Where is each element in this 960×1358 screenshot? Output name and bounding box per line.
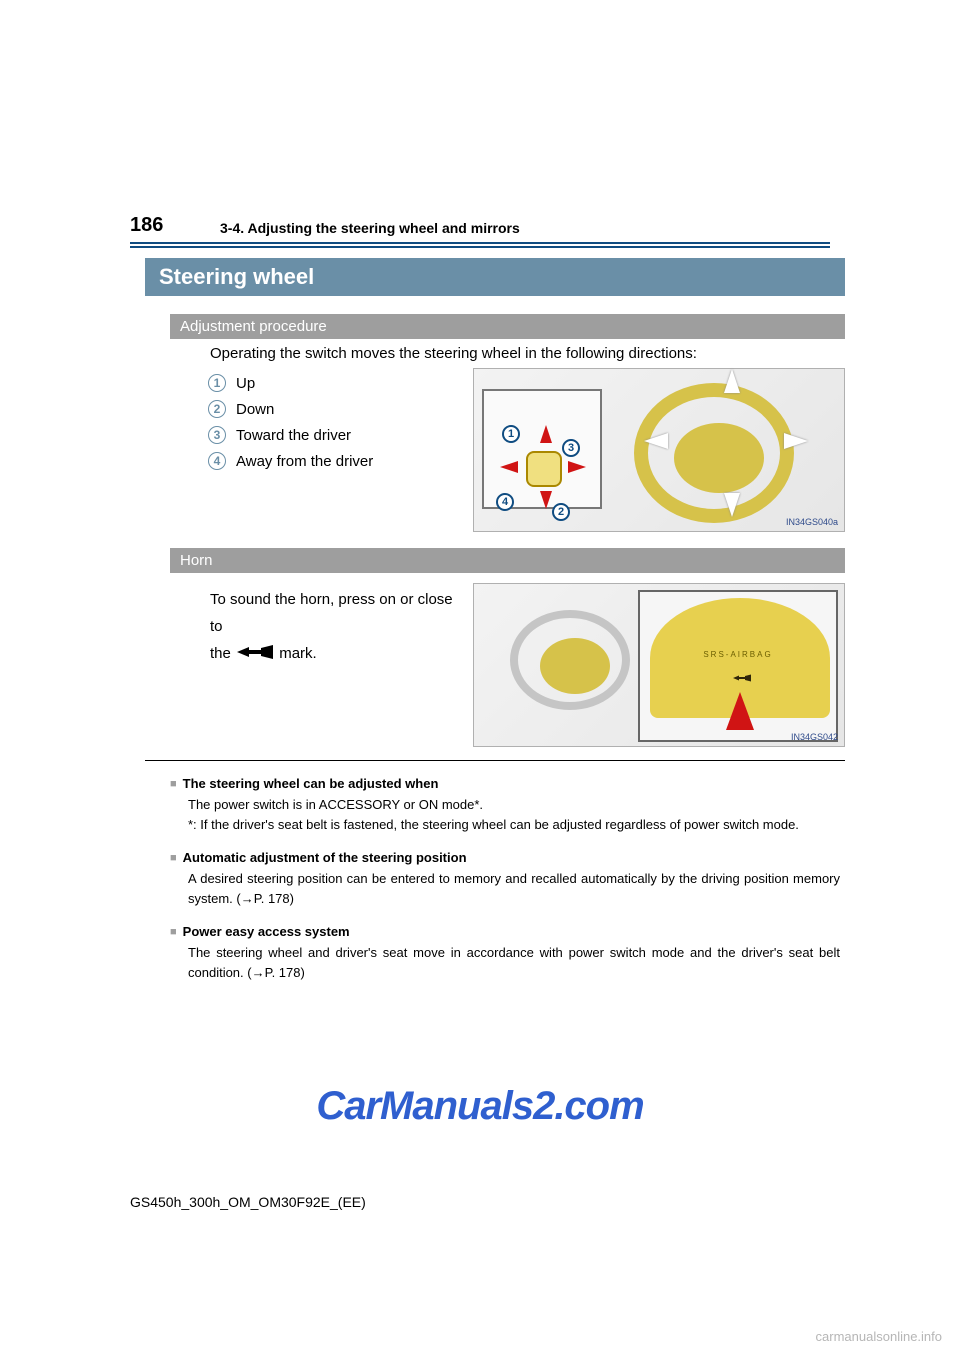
wheel-hub-icon <box>674 423 764 493</box>
arrow-up-icon <box>540 425 552 443</box>
subheading-adjustment: Adjustment procedure <box>170 314 845 339</box>
callout-number-icon: 4 <box>496 493 514 511</box>
airbag-label: SRS-AIRBAG <box>640 650 836 659</box>
arrow-down-icon <box>540 491 552 509</box>
subheading-horn: Horn <box>170 548 845 573</box>
page-header: 186 3-4. Adjusting the steering wheel an… <box>130 218 830 242</box>
diagram-horn: SRS-AIRBAG IN34GS042 <box>473 583 845 747</box>
note-body: The power switch is in ACCESSORY or ON m… <box>170 795 840 834</box>
step-label: Toward the driver <box>236 427 351 444</box>
list-item: 4 Away from the driver <box>208 448 373 474</box>
steering-wheel-graphic <box>624 373 834 529</box>
step-label: Away from the driver <box>236 453 373 470</box>
step-number-icon: 4 <box>208 452 226 470</box>
note-heading: Power easy access system <box>170 924 840 939</box>
header-rule-top <box>130 242 830 244</box>
note-body: The steering wheel and driver's seat mov… <box>170 943 840 982</box>
diagram-zoom-inset: SRS-AIRBAG <box>638 590 838 742</box>
note-heading: The steering wheel can be adjusted when <box>170 776 840 791</box>
diagram-switch-inset: 1 2 3 4 <box>482 389 602 509</box>
callout-number-icon: 1 <box>502 425 520 443</box>
callout-number-icon: 3 <box>562 439 580 457</box>
motion-arrow-icon <box>784 433 808 449</box>
horn-mark-icon <box>732 670 752 686</box>
page-number: 186 <box>130 214 163 237</box>
step-label: Down <box>236 401 274 418</box>
step-number-icon: 2 <box>208 400 226 418</box>
watermark: CarManuals2.com <box>0 1084 960 1129</box>
note-footnote: *: If the driver's seat belt is fastened… <box>188 817 799 832</box>
step-number-icon: 3 <box>208 426 226 444</box>
press-arrow-icon <box>726 692 754 730</box>
list-item: 2 Down <box>208 396 373 422</box>
section-title: 3-4. Adjusting the steering wheel and mi… <box>220 220 520 236</box>
header-rule-bottom <box>130 246 830 248</box>
diagram-steering-adjust: 1 2 3 4 IN34GS040a <box>473 368 845 532</box>
motion-arrow-icon <box>724 369 740 393</box>
separator-rule <box>145 760 845 761</box>
adjustment-list: 1 Up 2 Down 3 Toward the driver 4 Away f… <box>208 370 373 474</box>
horn-text: To sound the horn, press on or close to … <box>210 586 460 669</box>
horn-line1: To sound the horn, press on or close to <box>210 586 460 640</box>
callout-number-icon: 2 <box>552 503 570 521</box>
note-body-text: The power switch is in ACCESSORY or ON m… <box>188 797 483 812</box>
horn-line2a: the <box>210 645 231 662</box>
note-body: A desired steering position can be enter… <box>170 869 840 908</box>
page: 186 3-4. Adjusting the steering wheel an… <box>0 0 960 1358</box>
motion-arrow-icon <box>724 493 740 517</box>
horn-mark-icon <box>235 642 275 669</box>
list-item: 1 Up <box>208 370 373 396</box>
list-item: 3 Toward the driver <box>208 422 373 448</box>
arrow-left-icon <box>500 461 518 473</box>
notes-section: The steering wheel can be adjusted when … <box>170 776 840 998</box>
horn-line2: the mark. <box>210 640 460 669</box>
note-item: The steering wheel can be adjusted when … <box>170 776 840 834</box>
wheel-hub-icon <box>540 638 610 694</box>
step-label: Up <box>236 375 255 392</box>
adjustment-intro: Operating the switch moves the steering … <box>210 345 697 362</box>
note-heading: Automatic adjustment of the steering pos… <box>170 850 840 865</box>
note-item: Automatic adjustment of the steering pos… <box>170 850 840 908</box>
document-code: GS450h_300h_OM_OM30F92E_(EE) <box>130 1194 366 1210</box>
note-item: Power easy access system The steering wh… <box>170 924 840 982</box>
step-number-icon: 1 <box>208 374 226 392</box>
site-credit: carmanualsonline.info <box>816 1329 942 1344</box>
diagram-id: IN34GS040a <box>786 517 838 527</box>
horn-line2b: mark. <box>279 645 317 662</box>
motion-arrow-icon <box>644 433 668 449</box>
topic-title-bar: Steering wheel <box>145 258 845 296</box>
arrow-right-icon <box>568 461 586 473</box>
adjust-switch-icon <box>526 451 562 487</box>
diagram-id: IN34GS042 <box>791 732 838 742</box>
